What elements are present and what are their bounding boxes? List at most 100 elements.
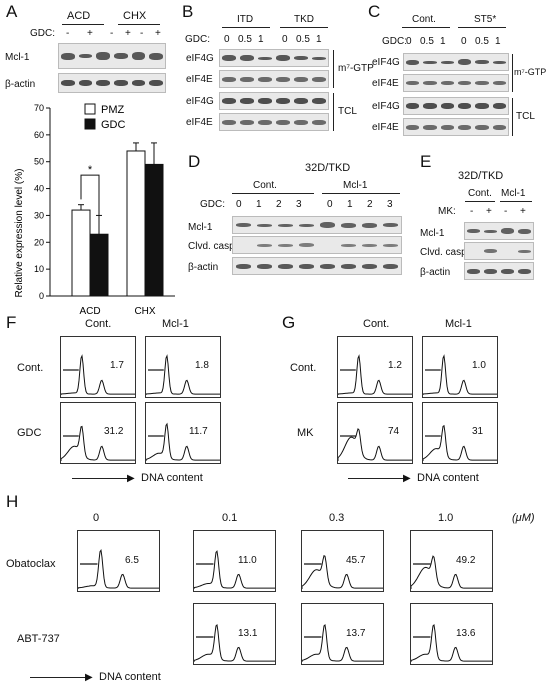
dose-label: 2	[276, 199, 282, 210]
y-tick-label: 60	[34, 130, 44, 140]
bar-chart-a: Relative expression level (%) 0 10 20 30 40 5…	[14, 103, 175, 317]
blot-band	[222, 119, 236, 125]
blot-band	[492, 124, 506, 130]
sub-g1-value: 31	[472, 426, 484, 437]
blot	[464, 222, 534, 240]
group-label-st5: ST5*	[474, 14, 497, 25]
blot-band	[484, 268, 497, 274]
row-label: eIF4E	[186, 74, 213, 85]
blot-band	[382, 263, 399, 269]
group-line	[118, 24, 160, 25]
legend-label: GDC	[101, 119, 126, 131]
blot-band	[235, 263, 252, 269]
blot-mcl1	[58, 43, 166, 69]
group-label-mcl1: Mcl-1	[343, 180, 368, 191]
bracket-label: m⁷-GTP	[338, 63, 374, 74]
histogram	[410, 530, 493, 592]
dose-label: 0	[406, 36, 412, 47]
blot-band	[312, 98, 326, 104]
row-label: Mcl-1	[5, 52, 30, 63]
blot-band	[423, 81, 437, 85]
blot	[464, 242, 534, 260]
row-label: Mcl-1	[420, 228, 445, 239]
gdc-label: GDC:	[185, 34, 210, 45]
histogram	[60, 402, 136, 464]
group-label-tkd: TKD	[294, 14, 314, 25]
sign: -	[470, 206, 474, 217]
row-label: Cont.	[17, 362, 44, 374]
significance-bracket	[80, 174, 100, 221]
blot-band	[96, 52, 110, 60]
panel-label-c: C	[368, 2, 381, 21]
histogram-curve	[411, 555, 492, 589]
blot-band	[312, 76, 326, 82]
blot-band	[484, 249, 497, 253]
histogram-curve	[423, 354, 497, 395]
row-label: eIF4G	[186, 96, 214, 107]
blot-band	[518, 268, 531, 274]
sub-g1-value: 45.7	[346, 555, 366, 566]
arrow-line	[348, 478, 406, 479]
histogram-trace	[194, 624, 275, 662]
row-label: β-actin	[5, 79, 36, 90]
blot-band	[319, 222, 336, 228]
bracket	[333, 93, 334, 131]
bar-pmz	[126, 150, 146, 297]
histogram	[60, 336, 136, 398]
blot-band	[298, 263, 315, 269]
blot-band	[382, 243, 399, 247]
dose-label: 0	[327, 199, 333, 210]
group-label-mcl1: Mcl-1	[501, 188, 526, 199]
blot-band	[423, 103, 437, 109]
sub-g1-value: 1.2	[388, 360, 402, 371]
blot-band	[294, 98, 308, 104]
blot-band	[458, 59, 472, 65]
group-line	[280, 27, 328, 28]
dose-label: 0.5	[296, 34, 310, 45]
blot-band	[114, 53, 128, 59]
blot-band	[258, 98, 272, 104]
col-label: Mcl-1	[162, 318, 189, 330]
group-line	[465, 201, 495, 202]
y-tick-label: 70	[34, 103, 44, 113]
sign: +	[155, 28, 161, 39]
blot-band	[475, 124, 489, 130]
blot-band	[312, 56, 326, 60]
histogram-trace	[411, 624, 492, 662]
dose-label: 3	[387, 199, 393, 210]
blot-band	[475, 103, 489, 109]
blot-band	[361, 222, 378, 228]
y-tick-label: 40	[34, 184, 44, 194]
panel-label-e: E	[420, 152, 432, 171]
group-label-cont: Cont.	[468, 188, 492, 199]
row-label: Clvd. casp.9	[420, 247, 476, 258]
histogram-trace	[302, 554, 383, 589]
group-label-chx: CHX	[123, 10, 147, 22]
blot	[232, 236, 402, 254]
row-label: eIF4G	[372, 57, 400, 68]
histogram-curve	[302, 624, 383, 662]
dose-label: 0	[461, 36, 467, 47]
dose-label: 1	[256, 199, 262, 210]
sign: +	[87, 28, 93, 39]
blot-band	[501, 268, 514, 274]
panel-label-h: H	[6, 492, 19, 511]
sub-g1-value: 1.0	[472, 360, 486, 371]
sign: +	[520, 206, 526, 217]
y-tick-label: 0	[39, 291, 44, 301]
gdc-label: GDC:	[200, 199, 225, 210]
blot-band	[406, 103, 420, 109]
legend-swatch	[84, 103, 96, 115]
bracket-label: TCL	[338, 106, 357, 117]
histogram-curve	[61, 425, 135, 461]
histogram-curve	[194, 550, 275, 589]
histogram-trace	[411, 555, 492, 589]
histogram	[77, 530, 160, 592]
dose-label: 2	[367, 199, 373, 210]
histogram	[145, 336, 221, 398]
group-line	[458, 27, 506, 28]
blot-band	[294, 56, 308, 60]
blot-band	[484, 229, 497, 233]
histogram-curve	[194, 624, 275, 662]
blot-band	[240, 98, 254, 104]
